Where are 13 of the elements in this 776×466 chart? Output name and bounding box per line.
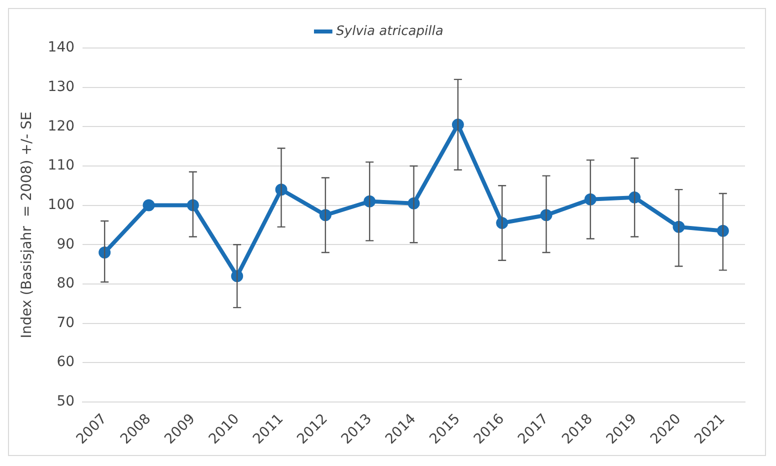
y-tick-label: 60 [56,354,75,370]
y-axis-title: Index (Basisjahr = 2008) +/- SE [19,112,36,338]
y-tick-label: 110 [48,158,75,174]
y-tick-label: 120 [48,118,75,134]
y-tick-label: 70 [56,314,75,331]
legend-label: Sylvia atricapilla [336,24,444,39]
point [142,199,155,212]
y-tick-label: 80 [56,276,75,292]
y-tick-label: 50 [56,394,75,410]
y-tick-label: 100 [48,196,75,213]
y-tick-label: 140 [48,40,75,56]
y-tick-label: 90 [56,236,75,252]
y-tick-label: 130 [48,78,75,95]
